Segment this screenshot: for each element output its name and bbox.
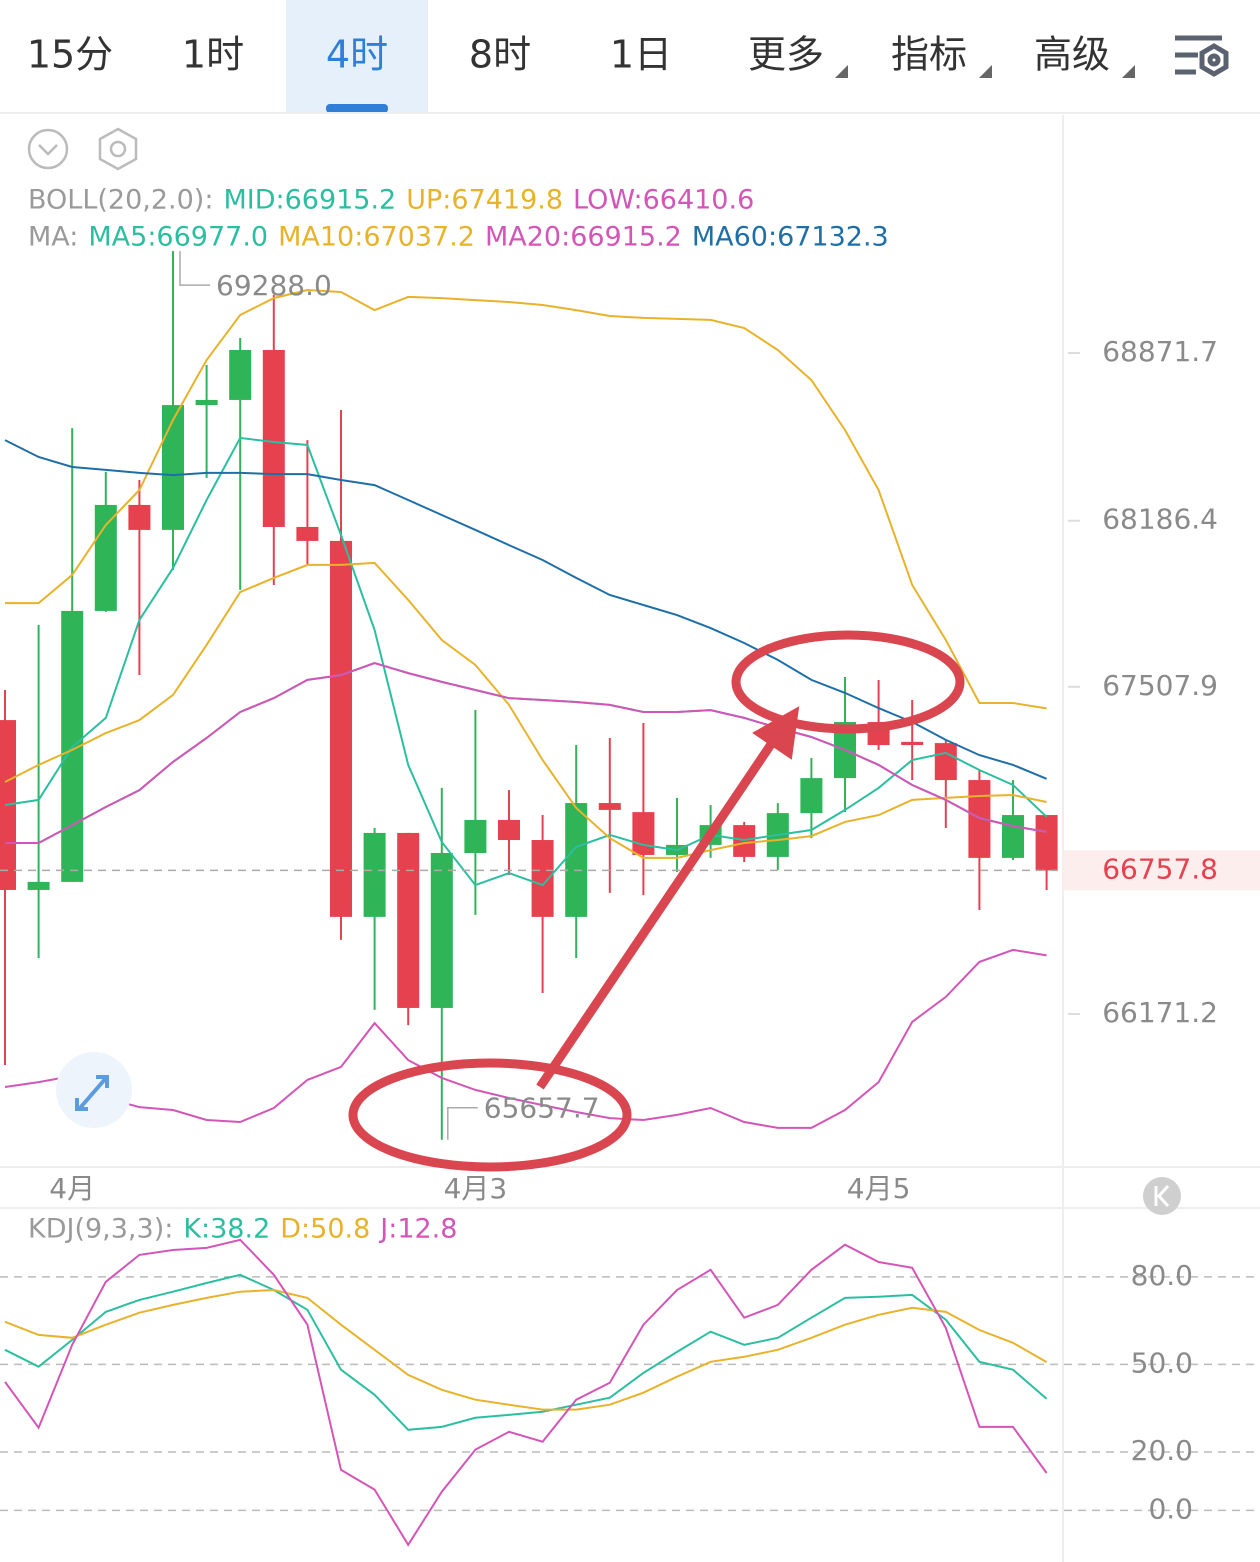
- indicator-line: [4, 1238, 1048, 1547]
- indicator-line: [4, 1273, 1048, 1431]
- legend-entry: MA:: [28, 222, 78, 253]
- collapse-icon[interactable]: [27, 128, 69, 170]
- indicator-line: [5, 288, 1047, 710]
- x-tick-label: 4月: [49, 1172, 95, 1205]
- candle-body: [632, 812, 655, 855]
- candle-body: [565, 803, 588, 917]
- x-tick-label: 4月3: [444, 1172, 508, 1205]
- legend-entry: MA5:66977.0: [88, 222, 268, 253]
- indicator-line: [5, 662, 1047, 844]
- tab[interactable]: 更多: [748, 33, 824, 77]
- tab-selected-bg: [286, 0, 428, 113]
- legend-entry: K:38.2: [183, 1214, 270, 1245]
- candle-body: [262, 350, 285, 527]
- legend-entry: KDJ(9,3,3):: [28, 1214, 173, 1245]
- dropdown-arrow: [835, 65, 848, 78]
- tab[interactable]: 指标: [891, 33, 967, 77]
- min-label: 65657.7: [484, 1092, 600, 1125]
- candle-body: [934, 743, 957, 781]
- x-tick-label: 4月5: [847, 1172, 911, 1205]
- candle-body: [1035, 815, 1058, 871]
- legend-entry: D:50.8: [280, 1214, 370, 1245]
- y-tick-label: 50.0: [1131, 1346, 1193, 1379]
- tab[interactable]: 高级: [1034, 33, 1110, 77]
- tab-indicator: [326, 104, 388, 113]
- user-annotation: [348, 630, 965, 1172]
- last-price-label: 66757.8: [1102, 852, 1218, 885]
- y-tick-label: 67507.9: [1102, 669, 1218, 702]
- candle-body: [195, 399, 218, 406]
- expand-icon[interactable]: [56, 1052, 132, 1128]
- tab[interactable]: 4时: [326, 33, 388, 77]
- legend-entry: BOLL(20,2.0):: [28, 185, 213, 216]
- tab[interactable]: 1时: [182, 33, 244, 77]
- y-tick-label: 0.0: [1148, 1492, 1193, 1525]
- legend-entry: J:12.8: [378, 1214, 457, 1245]
- candle-body: [531, 840, 554, 917]
- candle-body: [330, 540, 352, 917]
- max-label: 69288.0: [216, 269, 332, 302]
- settings-icon[interactable]: [1175, 35, 1229, 77]
- candle-body: [1002, 815, 1024, 858]
- legend-entry: UP:67419.8: [406, 185, 563, 216]
- legend-entry: MA20:66915.2: [485, 222, 682, 253]
- y-tick-label: 68871.7: [1102, 335, 1218, 368]
- candle-body: [128, 504, 151, 530]
- indicator-line: [4, 439, 1047, 780]
- min-connector: [447, 1106, 478, 1140]
- candle-body: [397, 832, 420, 1008]
- last-price-bg: [1063, 850, 1260, 891]
- candle-body: [162, 405, 184, 530]
- legend-entry: LOW:66410.6: [573, 185, 754, 216]
- tab[interactable]: 1日: [610, 33, 672, 77]
- dropdown-arrow: [1122, 65, 1135, 78]
- candle-body: [901, 741, 924, 746]
- indicator-line: [4, 436, 1048, 887]
- candle-body: [598, 803, 621, 810]
- y-tick-label: 68186.4: [1102, 503, 1218, 536]
- candle-body: [430, 852, 453, 1008]
- dropdown-arrow: [979, 65, 992, 78]
- candle-body: [363, 832, 386, 917]
- tab[interactable]: 8时: [469, 33, 531, 77]
- legend-entry: MID:66915.2: [223, 185, 396, 216]
- legend-entry: MA10:67037.2: [278, 222, 475, 253]
- tab[interactable]: 15分: [27, 33, 113, 77]
- candle-body: [464, 819, 487, 853]
- plot-area: BOLL(20,2.0): MID:66915.2 UP:67419.8 LOW:66…: [0, 185, 1260, 1547]
- candle-body: [800, 778, 823, 814]
- indicator-line: [4, 561, 1047, 859]
- max-connector: [179, 251, 210, 286]
- y-tick-label: 80.0: [1131, 1259, 1193, 1292]
- candle-body: [296, 526, 319, 541]
- y-tick-label: 20.0: [1131, 1434, 1193, 1467]
- candle-body: [229, 350, 252, 400]
- candle-body: [498, 819, 520, 841]
- indicator-line: [4, 948, 1047, 1129]
- back-to-start-icon[interactable]: [1143, 1177, 1181, 1215]
- hexagon-icon[interactable]: [98, 127, 138, 171]
- indicator-line: [4, 1288, 1048, 1411]
- candle-body: [94, 504, 117, 611]
- candle-body: [27, 881, 50, 890]
- legend-entry: MA60:67132.3: [692, 222, 889, 253]
- tab-bar: 15分 1时 4时 8时 1日 更多 指标 高级: [27, 0, 1110, 113]
- y-tick-label: 66171.2: [1102, 996, 1218, 1029]
